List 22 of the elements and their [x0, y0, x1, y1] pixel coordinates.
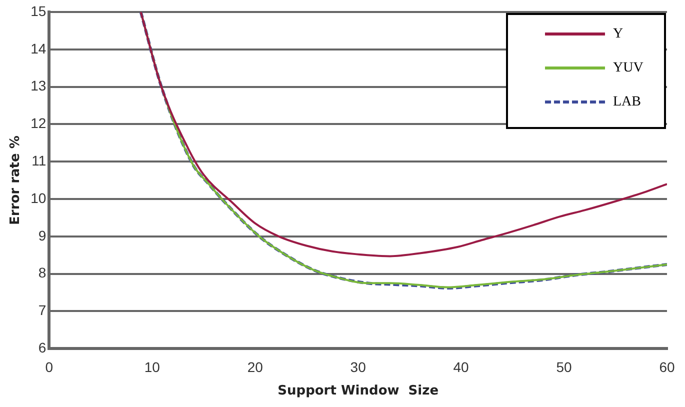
x-tick-label: 50: [556, 358, 572, 375]
legend-label: YUV: [613, 60, 644, 76]
x-tick-label: 0: [45, 358, 54, 375]
x-axis-title: Support Window Size: [278, 384, 439, 399]
y-tick-label: 13: [30, 78, 46, 94]
x-tick-label: 10: [144, 358, 160, 375]
x-tick-label: 60: [659, 358, 675, 375]
y-tick-label: 10: [30, 190, 46, 206]
y-axis-title: Error rate %: [8, 136, 24, 225]
legend-label: Y: [613, 26, 624, 42]
y-tick-label: 14: [30, 40, 46, 56]
y-tick-label: 12: [30, 115, 46, 132]
y-tick-label: 9: [38, 227, 46, 244]
y-tick-label: 7: [38, 302, 46, 318]
y-tick-label: 11: [32, 152, 46, 168]
legend-label: LAB: [613, 94, 641, 110]
y-tick-label: 15: [30, 2, 46, 19]
y-tick-label: 6: [38, 339, 46, 356]
y-tick-label: 8: [38, 264, 46, 281]
x-tick-label: 20: [247, 358, 264, 375]
x-tick-label: 40: [453, 358, 470, 375]
x-tick-label: 30: [350, 358, 366, 375]
